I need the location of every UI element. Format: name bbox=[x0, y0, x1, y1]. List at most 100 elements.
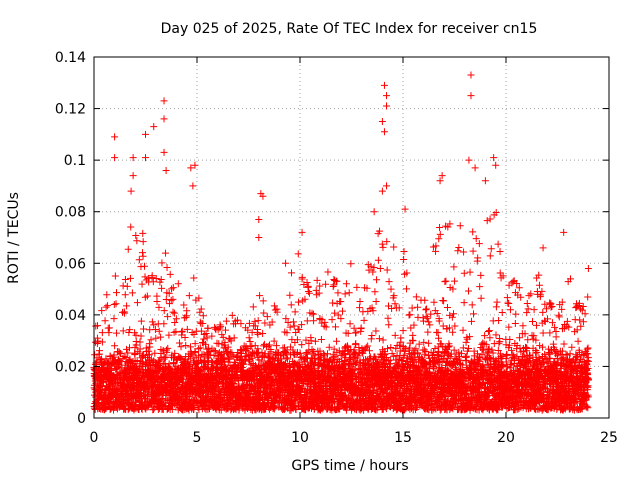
data-point bbox=[103, 291, 111, 299]
data-point bbox=[165, 331, 173, 339]
data-point bbox=[286, 291, 294, 299]
data-point bbox=[331, 309, 339, 317]
data-point bbox=[180, 301, 188, 309]
data-point bbox=[400, 248, 408, 256]
data-point bbox=[423, 305, 431, 313]
data-point bbox=[304, 355, 312, 363]
data-point bbox=[117, 364, 125, 372]
data-point bbox=[98, 329, 106, 337]
data-point bbox=[384, 314, 392, 322]
data-point bbox=[298, 341, 306, 349]
data-point bbox=[191, 348, 199, 356]
data-point bbox=[172, 402, 180, 410]
data-point bbox=[356, 304, 364, 312]
data-point bbox=[158, 284, 166, 292]
data-point bbox=[415, 340, 423, 348]
data-point bbox=[304, 287, 312, 295]
data-point bbox=[334, 289, 342, 297]
data-point bbox=[146, 343, 154, 351]
data-point bbox=[138, 280, 146, 288]
data-point bbox=[399, 327, 407, 335]
data-point bbox=[132, 337, 140, 345]
data-point bbox=[195, 294, 203, 302]
data-point bbox=[119, 354, 127, 362]
data-point bbox=[128, 289, 136, 297]
data-point bbox=[345, 289, 353, 297]
data-point bbox=[155, 327, 163, 335]
data-point bbox=[182, 342, 190, 350]
data-point bbox=[368, 331, 376, 339]
data-point bbox=[122, 353, 130, 361]
data-point bbox=[126, 274, 134, 282]
data-point bbox=[119, 327, 127, 335]
data-point bbox=[400, 256, 408, 264]
data-point bbox=[376, 265, 384, 273]
data-point bbox=[256, 292, 264, 300]
data-point bbox=[441, 278, 449, 286]
data-point bbox=[98, 307, 106, 315]
data-point bbox=[373, 276, 381, 284]
data-point bbox=[329, 282, 337, 290]
data-point bbox=[154, 368, 162, 376]
data-point bbox=[92, 322, 100, 330]
data-point bbox=[123, 282, 131, 290]
data-point bbox=[287, 269, 295, 277]
data-point bbox=[127, 223, 135, 231]
data-point bbox=[151, 349, 159, 357]
data-point bbox=[226, 335, 234, 343]
data-point bbox=[339, 307, 346, 315]
data-point bbox=[435, 235, 443, 243]
data-point bbox=[139, 238, 147, 246]
data-point bbox=[155, 303, 163, 311]
data-point bbox=[137, 317, 145, 325]
data-point bbox=[325, 343, 333, 351]
data-point bbox=[372, 327, 380, 335]
data-point bbox=[259, 297, 267, 305]
data-point bbox=[412, 293, 420, 301]
data-point bbox=[383, 266, 391, 274]
data-point bbox=[167, 296, 175, 304]
data-point bbox=[185, 292, 193, 300]
data-point bbox=[341, 290, 349, 298]
data-point bbox=[265, 341, 273, 349]
data-point bbox=[162, 249, 170, 257]
data-point bbox=[94, 337, 102, 345]
data-point bbox=[421, 296, 429, 304]
data-point bbox=[424, 328, 432, 336]
data-point bbox=[163, 348, 171, 356]
data-point bbox=[139, 353, 147, 361]
data-point bbox=[387, 285, 395, 293]
data-point bbox=[121, 291, 129, 299]
data-point bbox=[374, 256, 382, 264]
data-point bbox=[150, 357, 158, 365]
data-point bbox=[159, 347, 167, 355]
data-point bbox=[155, 389, 163, 397]
data-point bbox=[195, 345, 203, 353]
data-point bbox=[333, 337, 341, 345]
data-point bbox=[385, 278, 393, 286]
data-point bbox=[94, 322, 102, 330]
data-point bbox=[317, 336, 325, 344]
data-point bbox=[117, 349, 125, 357]
data-point bbox=[133, 237, 141, 245]
data-point bbox=[195, 352, 203, 360]
data-point bbox=[150, 321, 158, 329]
data-point bbox=[170, 309, 178, 317]
data-point bbox=[110, 351, 118, 359]
data-point bbox=[311, 337, 319, 345]
data-point bbox=[228, 311, 236, 319]
data-point bbox=[310, 317, 318, 325]
data-point bbox=[379, 243, 387, 251]
data-point bbox=[139, 252, 147, 260]
data-point bbox=[157, 333, 165, 341]
data-point bbox=[139, 229, 147, 237]
data-point bbox=[450, 263, 458, 271]
data-point bbox=[124, 245, 132, 253]
data-point bbox=[350, 324, 358, 332]
data-point bbox=[143, 292, 151, 300]
data-point bbox=[172, 315, 180, 323]
data-point bbox=[442, 277, 450, 285]
data-point bbox=[263, 313, 271, 321]
data-point bbox=[303, 317, 311, 325]
data-point bbox=[163, 263, 171, 271]
